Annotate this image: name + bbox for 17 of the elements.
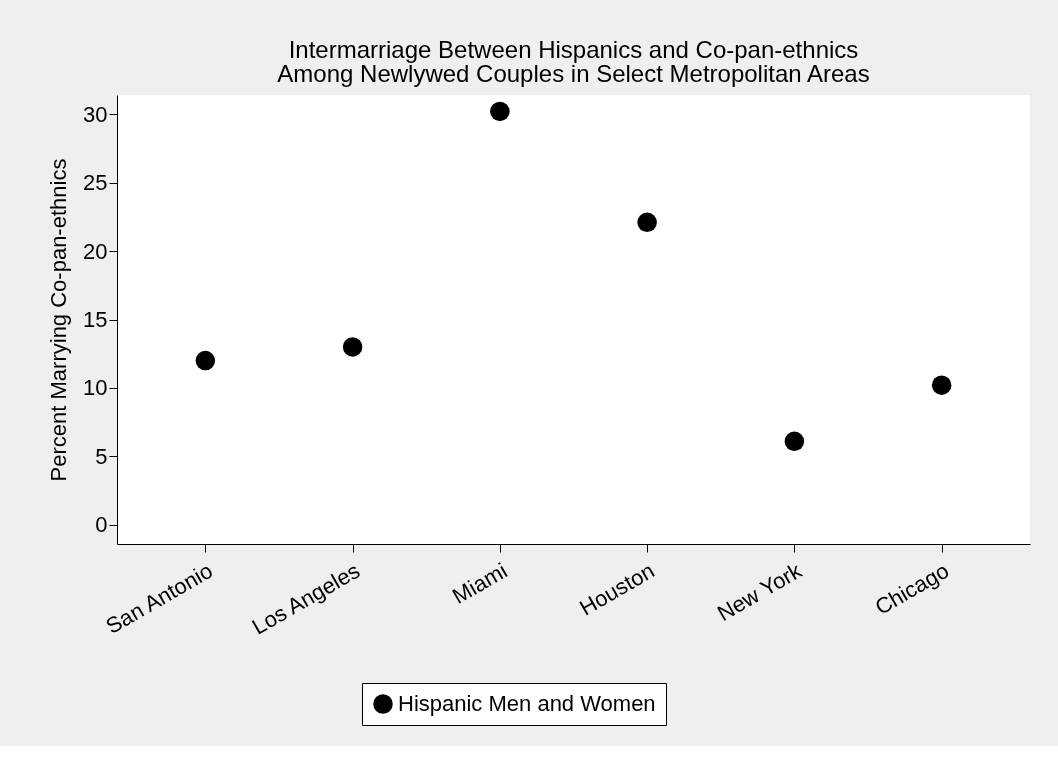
y-axis-title: Percent Marrying Co-pan-ethnics xyxy=(46,158,72,482)
y-tick-label: 25 xyxy=(83,170,108,196)
point xyxy=(637,212,657,233)
y-tick-label: 20 xyxy=(83,238,108,264)
point xyxy=(784,431,805,452)
point xyxy=(490,101,510,122)
y-tick-label: 5 xyxy=(95,443,108,469)
y-tick-label: 15 xyxy=(83,307,108,332)
legend-label: Hispanic Men and Women xyxy=(398,691,656,716)
point xyxy=(931,375,952,395)
y-tick-label: 10 xyxy=(83,375,108,401)
y-tick-label: 30 xyxy=(83,101,108,127)
point xyxy=(195,350,216,371)
x-tick-label: New York xyxy=(712,557,807,627)
point xyxy=(342,337,363,357)
chart-title: Intermarriage Between Hispanics and Co-pan-ethnics Among Newlywed Couples in Select Metropolitan Areas xyxy=(277,36,870,87)
y-tick-label: 0 xyxy=(95,512,108,538)
